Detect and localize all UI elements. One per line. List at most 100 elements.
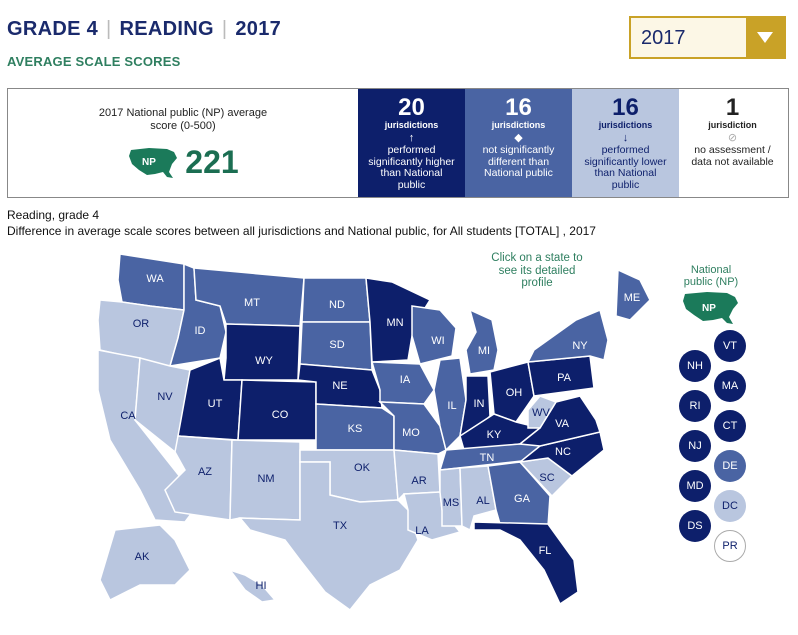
state-mo[interactable] xyxy=(378,401,447,455)
np-legend-badge: NP xyxy=(702,303,716,314)
no-data-icon: ⊘ xyxy=(727,132,738,145)
state-hi[interactable] xyxy=(227,568,277,603)
title-separator: | xyxy=(106,18,112,40)
np-score: 221 xyxy=(185,144,239,181)
diamond-icon: ◆ xyxy=(514,132,523,145)
lower-desc: performed significantly lower than Natio… xyxy=(584,144,667,192)
state-label-ky: KY xyxy=(487,429,502,441)
caption-line-1: Reading, grade 4 xyxy=(7,208,100,222)
lower-count: 16 xyxy=(612,94,639,121)
state-label-id: ID xyxy=(195,325,206,337)
state-fl[interactable] xyxy=(473,521,579,606)
map-caption: Reading, grade 4 Difference in average s… xyxy=(7,207,596,239)
state-wi[interactable] xyxy=(411,305,457,365)
state-label-mi: MI xyxy=(478,345,490,357)
same-desc: not significantly different than Nationa… xyxy=(482,144,555,180)
state-label-or: OR xyxy=(133,318,150,330)
year-dropdown-value: 2017 xyxy=(641,27,686,49)
state-label-ar: AR xyxy=(411,475,426,487)
state-label-la: LA xyxy=(415,525,429,537)
small-state-de[interactable]: DE xyxy=(714,450,746,482)
state-label-mo: MO xyxy=(402,427,420,439)
small-state-vt[interactable]: VT xyxy=(714,330,746,362)
state-label-nv: NV xyxy=(157,391,173,403)
small-state-dc[interactable]: DC xyxy=(714,490,746,522)
small-state-nj[interactable]: NJ xyxy=(679,430,711,462)
us-map-np-icon: NP xyxy=(683,292,738,325)
lower-count-cell[interactable]: 16 jurisdictions ↓ performed significant… xyxy=(572,89,679,197)
us-map: WA OR CA ID NV MT WY UT CO AZ NM ND SD NE KS OK TX MN IA MO… xyxy=(97,253,651,612)
page-subtitle: AVERAGE SCALE SCORES xyxy=(7,54,181,69)
state-label-sc: SC xyxy=(539,472,554,484)
page-title: GRADE 4 | READING | 2017 xyxy=(7,18,281,41)
state-label-pa: PA xyxy=(557,372,572,384)
higher-count-cell[interactable]: 20 jurisdictions ↑ performed significant… xyxy=(358,89,465,197)
summary-panel: 2017 National public (NP) average score … xyxy=(7,88,789,198)
np-average-box: 2017 National public (NP) average score … xyxy=(8,89,358,197)
title-grade: GRADE 4 xyxy=(7,18,99,40)
state-label-al: AL xyxy=(476,495,489,507)
state-label-ca: CA xyxy=(120,410,136,422)
state-me[interactable] xyxy=(615,268,651,321)
small-state-nh[interactable]: NH xyxy=(679,350,711,382)
small-state-md[interactable]: MD xyxy=(679,470,711,502)
np-legend-label: National public (NP) xyxy=(683,264,739,289)
state-ny[interactable] xyxy=(526,308,609,363)
state-ak[interactable] xyxy=(99,524,191,602)
state-label-ny: NY xyxy=(572,340,588,352)
state-wy[interactable] xyxy=(223,323,301,381)
state-label-va: VA xyxy=(555,418,570,430)
state-label-oh: OH xyxy=(506,387,523,399)
state-label-ok: OK xyxy=(354,462,371,474)
state-label-wv: WV xyxy=(532,407,550,419)
small-state-ct[interactable]: CT xyxy=(714,410,746,442)
state-label-ga: GA xyxy=(514,493,531,505)
small-state-ds[interactable]: DS xyxy=(679,510,711,542)
no-data-unit: jurisdiction xyxy=(708,120,757,131)
state-label-il: IL xyxy=(447,400,456,412)
same-count: 16 xyxy=(505,94,532,121)
state-label-tn: TN xyxy=(480,452,495,464)
small-state-ma[interactable]: MA xyxy=(714,370,746,402)
state-mi[interactable] xyxy=(465,308,499,375)
no-data-desc: no assessment / data not available xyxy=(691,144,774,168)
state-label-ia: IA xyxy=(400,374,411,386)
state-label-wy: WY xyxy=(255,355,273,367)
state-label-tx: TX xyxy=(333,520,348,532)
state-label-me: ME xyxy=(624,292,641,304)
us-map-np-icon: NP xyxy=(129,147,178,178)
higher-desc: performed significantly higher than Nati… xyxy=(368,144,455,192)
np-legend[interactable]: National public (NP) NP xyxy=(676,264,746,329)
state-oh[interactable] xyxy=(489,361,535,423)
state-label-ak: AK xyxy=(135,551,150,563)
state-label-ne: NE xyxy=(332,380,347,392)
title-year: 2017 xyxy=(235,18,282,40)
year-dropdown[interactable]: 2017 xyxy=(629,16,786,59)
state-il[interactable] xyxy=(433,357,467,452)
state-label-fl: FL xyxy=(539,545,552,557)
state-label-az: AZ xyxy=(198,466,212,478)
state-label-wa: WA xyxy=(146,273,164,285)
state-label-nd: ND xyxy=(329,299,345,311)
title-separator: | xyxy=(221,18,228,40)
state-label-nc: NC xyxy=(555,446,571,458)
caption-line-2: Difference in average scale scores betwe… xyxy=(7,224,596,239)
np-average-label: 2017 National public (NP) average score … xyxy=(98,107,268,133)
state-label-hi: HI xyxy=(256,580,267,592)
small-state-pr[interactable]: PR xyxy=(714,530,746,562)
small-state-ri[interactable]: RI xyxy=(679,390,711,422)
state-label-co: CO xyxy=(272,409,289,421)
state-tx[interactable] xyxy=(238,461,419,612)
state-label-mt: MT xyxy=(244,297,260,309)
same-count-cell[interactable]: 16 jurisdictions ◆ not significantly dif… xyxy=(465,89,572,197)
no-data-count: 1 xyxy=(725,94,740,121)
state-label-ks: KS xyxy=(348,423,363,435)
state-wv[interactable] xyxy=(527,395,558,429)
small-states-panel: VT NH MA RI CT NJ DE MD DC DS PR xyxy=(674,330,774,562)
caret-down-icon[interactable] xyxy=(746,18,784,57)
title-subject: READING xyxy=(119,18,214,40)
no-data-cell[interactable]: 1 jurisdiction ⊘ no assessment / data no… xyxy=(679,89,786,197)
higher-unit: jurisdictions xyxy=(384,120,439,131)
state-label-ms: MS xyxy=(443,497,460,509)
state-label-sd: SD xyxy=(329,339,344,351)
